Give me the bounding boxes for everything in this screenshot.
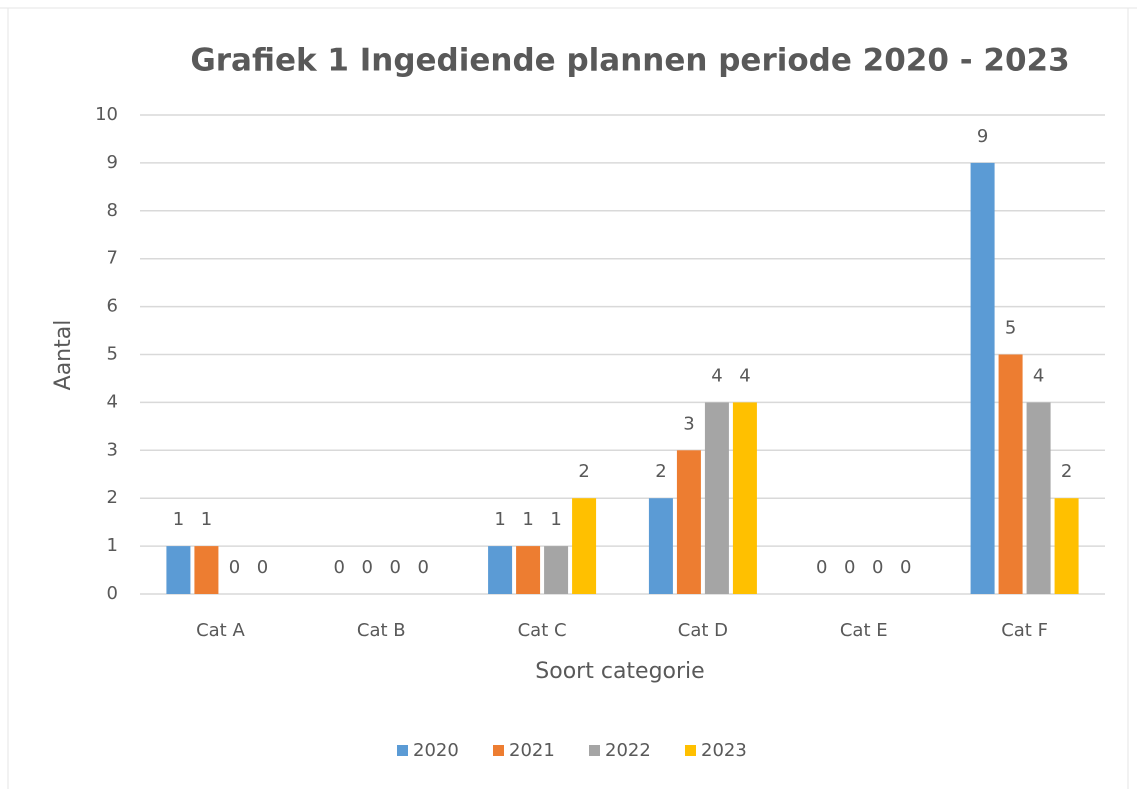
y-axis-label: Aantal bbox=[51, 320, 76, 391]
y-tick-label: 4 bbox=[107, 391, 118, 412]
data-label: 0 bbox=[872, 557, 883, 578]
y-tick-label: 3 bbox=[107, 439, 118, 460]
legend-label: 2020 bbox=[413, 740, 459, 761]
legend-swatch bbox=[589, 745, 600, 756]
x-tick-label: Cat F bbox=[1001, 620, 1048, 641]
data-label: 4 bbox=[1033, 365, 1044, 386]
data-label: 4 bbox=[711, 365, 722, 386]
data-label: 2 bbox=[1061, 461, 1072, 482]
data-label: 9 bbox=[977, 126, 988, 147]
x-tick-label: Cat A bbox=[196, 620, 245, 641]
data-label: 0 bbox=[418, 557, 429, 578]
legend-swatch bbox=[493, 745, 504, 756]
bar bbox=[970, 162, 995, 594]
y-tick-label: 1 bbox=[107, 535, 118, 556]
y-tick-label: 8 bbox=[107, 200, 118, 221]
bar bbox=[544, 546, 569, 594]
data-label: 5 bbox=[1005, 318, 1016, 339]
data-label: 2 bbox=[578, 461, 589, 482]
bar bbox=[488, 546, 513, 594]
y-tick-label: 9 bbox=[107, 152, 118, 173]
x-axis-label: Soort categorie bbox=[535, 659, 704, 684]
bar bbox=[166, 546, 191, 594]
bar bbox=[676, 450, 701, 594]
legend-label: 2021 bbox=[509, 740, 555, 761]
data-label: 0 bbox=[257, 557, 268, 578]
data-label: 0 bbox=[229, 557, 240, 578]
data-label: 2 bbox=[655, 461, 666, 482]
x-tick-label: Cat D bbox=[678, 620, 728, 641]
data-label: 0 bbox=[334, 557, 345, 578]
bar bbox=[516, 546, 541, 594]
data-label: 0 bbox=[362, 557, 373, 578]
data-label: 1 bbox=[522, 509, 533, 530]
data-label: 1 bbox=[550, 509, 561, 530]
y-tick-label: 2 bbox=[107, 487, 118, 508]
data-label: 1 bbox=[173, 509, 184, 530]
bar bbox=[1054, 498, 1079, 594]
x-tick-label: Cat E bbox=[840, 620, 888, 641]
data-label: 1 bbox=[494, 509, 505, 530]
data-label: 1 bbox=[201, 509, 212, 530]
legend-label: 2022 bbox=[605, 740, 651, 761]
bar bbox=[704, 402, 729, 594]
legend-swatch bbox=[397, 745, 408, 756]
data-label: 0 bbox=[390, 557, 401, 578]
x-tick-label: Cat C bbox=[518, 620, 567, 641]
y-tick-label: 0 bbox=[107, 583, 118, 604]
data-label: 4 bbox=[739, 365, 750, 386]
data-label: 3 bbox=[683, 413, 694, 434]
bar bbox=[194, 546, 219, 594]
bar bbox=[732, 402, 757, 594]
y-tick-label: 6 bbox=[107, 296, 118, 317]
y-tick-label: 5 bbox=[107, 344, 118, 365]
bar bbox=[1026, 402, 1051, 594]
bar bbox=[572, 498, 597, 594]
y-tick-label: 10 bbox=[95, 104, 118, 125]
y-tick-label: 7 bbox=[107, 248, 118, 269]
data-label: 0 bbox=[900, 557, 911, 578]
legend-label: 2023 bbox=[701, 740, 747, 761]
bar bbox=[998, 354, 1023, 594]
chart-title: Grafiek 1 Ingediende plannen periode 202… bbox=[190, 43, 1069, 79]
data-label: 0 bbox=[844, 557, 855, 578]
legend-swatch bbox=[685, 745, 696, 756]
bar bbox=[648, 498, 673, 594]
data-label: 0 bbox=[816, 557, 827, 578]
x-tick-label: Cat B bbox=[357, 620, 406, 641]
